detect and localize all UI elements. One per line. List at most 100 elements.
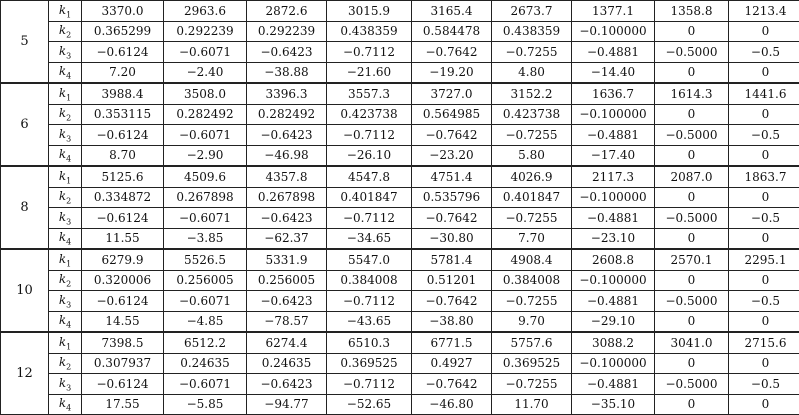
group-label: 5 xyxy=(1,1,49,84)
table-cell: −0.100000 xyxy=(572,21,655,42)
table-cell: −0.5 xyxy=(729,291,799,312)
table-cell: 3165.4 xyxy=(412,1,492,22)
table-cell: 4357.8 xyxy=(247,166,327,187)
table-cell: 0 xyxy=(655,187,729,208)
table-cell: −0.6423 xyxy=(247,291,327,312)
coefficient-index: 3 xyxy=(66,51,71,60)
coefficient-symbol: k xyxy=(59,64,66,78)
table-cell: −0.4881 xyxy=(572,125,655,146)
coefficient-symbol: k xyxy=(59,23,66,37)
coefficient-symbol: k xyxy=(59,147,66,161)
table-cell: 1614.3 xyxy=(655,83,729,104)
table-cell: −0.6124 xyxy=(82,291,164,312)
table-cell: −62.37 xyxy=(247,228,327,249)
table-cell: −0.7112 xyxy=(327,374,412,395)
coefficient-label: k2 xyxy=(49,187,82,208)
table-cell: 0 xyxy=(655,104,729,125)
table-cell: 3508.0 xyxy=(164,83,247,104)
table-cell: 0.334872 xyxy=(82,187,164,208)
table-cell: 6512.2 xyxy=(164,332,247,353)
table-cell: −0.6071 xyxy=(164,374,247,395)
table-cell: 0.564985 xyxy=(412,104,492,125)
table-cell: 2570.1 xyxy=(655,249,729,270)
table-cell: −0.7255 xyxy=(492,374,572,395)
table-cell: 0.24635 xyxy=(247,353,327,374)
table-cell: −0.6071 xyxy=(164,208,247,229)
table-cell: −0.4881 xyxy=(572,291,655,312)
table-cell: 0.292239 xyxy=(164,21,247,42)
coefficient-symbol: k xyxy=(59,127,66,141)
table-cell: −2.40 xyxy=(164,62,247,83)
coefficient-index: 3 xyxy=(66,300,71,309)
table-cell: −0.4881 xyxy=(572,42,655,63)
coefficient-symbol: k xyxy=(59,44,66,58)
coefficient-label: k4 xyxy=(49,394,82,415)
coefficient-index: 3 xyxy=(66,383,71,392)
table-cell: 3988.4 xyxy=(82,83,164,104)
coefficient-index: 2 xyxy=(66,196,71,205)
table-cell: 7.70 xyxy=(492,228,572,249)
table-cell: 0.401847 xyxy=(327,187,412,208)
coefficient-label: k3 xyxy=(49,374,82,395)
table-cell: 6274.4 xyxy=(247,332,327,353)
coefficient-symbol: k xyxy=(59,376,66,390)
coefficient-symbol: k xyxy=(59,210,66,224)
table-cell: −0.6071 xyxy=(164,42,247,63)
table-cell: 0 xyxy=(655,394,729,415)
table-cell: 1377.1 xyxy=(572,1,655,22)
table-cell: 2608.8 xyxy=(572,249,655,270)
coefficient-index: 2 xyxy=(66,362,71,371)
coefficient-index: 3 xyxy=(66,134,71,143)
table-cell: 3727.0 xyxy=(412,83,492,104)
table-cell: 6771.5 xyxy=(412,332,492,353)
table-cell: 0 xyxy=(655,311,729,332)
table-cell: 1358.8 xyxy=(655,1,729,22)
table-cell: −17.40 xyxy=(572,145,655,166)
table-cell: −0.6124 xyxy=(82,208,164,229)
table-row: k3−0.6124−0.6071−0.6423−0.7112−0.7642−0.… xyxy=(1,374,799,395)
table-cell: −26.10 xyxy=(327,145,412,166)
table-cell: −0.6423 xyxy=(247,208,327,229)
table-cell: 0.353115 xyxy=(82,104,164,125)
table-cell: 2715.6 xyxy=(729,332,799,353)
table-cell: 11.55 xyxy=(82,228,164,249)
coefficient-symbol: k xyxy=(59,106,66,120)
table-cell: −0.6124 xyxy=(82,42,164,63)
table-cell: 0.423738 xyxy=(327,104,412,125)
table-cell: −0.7255 xyxy=(492,42,572,63)
coefficient-label: k3 xyxy=(49,125,82,146)
table-cell: 1863.7 xyxy=(729,166,799,187)
table-cell: −46.80 xyxy=(412,394,492,415)
table-cell: 0 xyxy=(729,353,799,374)
table-cell: −0.6124 xyxy=(82,374,164,395)
table-cell: 3557.3 xyxy=(327,83,412,104)
table-cell: 3152.2 xyxy=(492,83,572,104)
table-cell: −0.6071 xyxy=(164,125,247,146)
coefficient-index: 1 xyxy=(66,10,71,19)
coefficient-label: k4 xyxy=(49,228,82,249)
table-cell: 0.401847 xyxy=(492,187,572,208)
table-cell: 1636.7 xyxy=(572,83,655,104)
table-cell: 0 xyxy=(655,21,729,42)
coefficient-index: 3 xyxy=(66,217,71,226)
table-cell: −78.57 xyxy=(247,311,327,332)
table-cell: −0.7112 xyxy=(327,208,412,229)
table-cell: 0.438359 xyxy=(327,21,412,42)
table-row: k3−0.6124−0.6071−0.6423−0.7112−0.7642−0.… xyxy=(1,42,799,63)
table-cell: −0.5000 xyxy=(655,125,729,146)
coefficient-index: 1 xyxy=(66,93,71,102)
table-cell: 5331.9 xyxy=(247,249,327,270)
table-row: k3−0.6124−0.6071−0.6423−0.7112−0.7642−0.… xyxy=(1,125,799,146)
table-row: k3−0.6124−0.6071−0.6423−0.7112−0.7642−0.… xyxy=(1,208,799,229)
table-cell: 6510.3 xyxy=(327,332,412,353)
table-cell: 0 xyxy=(655,270,729,291)
table-cell: −0.7642 xyxy=(412,208,492,229)
coefficient-index: 4 xyxy=(66,320,71,329)
